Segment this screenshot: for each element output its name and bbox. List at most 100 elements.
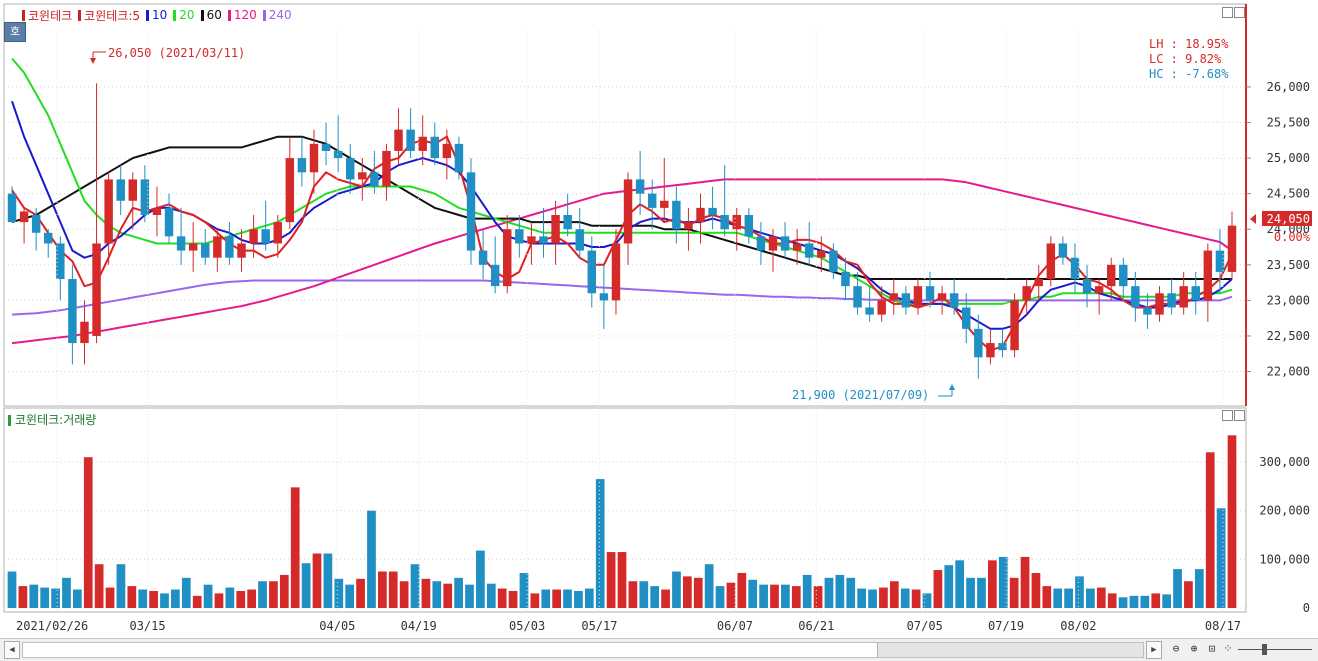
legend-swatch (146, 9, 150, 21)
candle-body (225, 236, 234, 258)
candle-body (152, 207, 162, 215)
volume-bar (83, 457, 93, 608)
zoom-in-icon[interactable]: ⊕ (1190, 642, 1198, 655)
legend-item-label[interactable]: 코윈테크:5 (84, 8, 141, 23)
candle (309, 129, 319, 194)
volume-bar (378, 571, 387, 608)
volume-bar (563, 589, 572, 608)
volume-pane-minimize-button[interactable] (1222, 410, 1233, 421)
volume-bar (748, 579, 758, 608)
volume-bar (1086, 588, 1095, 608)
legend-item-label[interactable]: 120 (233, 8, 257, 22)
candle-body (430, 136, 439, 159)
volume-bar (399, 581, 409, 608)
legend-item-label[interactable]: 240 (268, 8, 292, 22)
candle-body (1094, 286, 1104, 294)
candle (333, 115, 343, 173)
candle (1034, 264, 1043, 301)
zoom-slider-knob[interactable] (1262, 644, 1267, 655)
candle (152, 186, 162, 237)
candle-body (720, 215, 729, 230)
candle-body (684, 222, 693, 230)
candle (587, 236, 597, 308)
candle-body (635, 179, 645, 194)
candle-body (7, 193, 17, 223)
candle (7, 186, 17, 223)
volume-bar (759, 584, 768, 608)
volume-bar (367, 510, 376, 608)
candle (768, 229, 778, 272)
volume-bar (715, 586, 725, 608)
candle-body (1119, 264, 1128, 287)
volume-bar (977, 577, 986, 608)
legend-item-label[interactable]: 10 (152, 8, 168, 22)
chart-settings-icon[interactable]: ⁘ (1223, 642, 1233, 655)
volume-bar (988, 560, 997, 608)
candle (563, 193, 572, 237)
candle (937, 286, 947, 315)
candle-body (587, 250, 597, 294)
candle-body (1143, 307, 1152, 315)
candle-body (925, 286, 935, 301)
volume-bar (552, 589, 561, 608)
current-price-label: 24,050 (1267, 212, 1310, 226)
volume-bar (955, 560, 965, 608)
scrollbar-thumb[interactable] (877, 643, 1143, 657)
legend-item-label[interactable]: 코윈테크 (28, 8, 73, 23)
volume-bar (1009, 577, 1019, 608)
legend-item-label[interactable]: 60 (206, 8, 222, 22)
candle (635, 150, 645, 215)
volume-bar (574, 590, 583, 608)
candle-body (1179, 286, 1188, 308)
candle (1082, 264, 1092, 308)
volume-bar (454, 577, 463, 608)
candle-body (527, 236, 536, 244)
reset-zoom-icon[interactable]: ⊡ (1208, 642, 1216, 655)
volume-bar (944, 565, 954, 608)
candle-body (213, 236, 222, 258)
candle (237, 229, 246, 272)
candle (116, 165, 125, 215)
candle-body (1082, 279, 1092, 294)
volume-bar (421, 578, 431, 608)
candle-body (974, 328, 983, 358)
candle-body (1010, 300, 1019, 351)
candle (430, 122, 439, 166)
candle (647, 179, 657, 230)
candle (599, 264, 609, 329)
mode-button[interactable]: 호 (4, 22, 26, 42)
candle (164, 193, 174, 244)
candle-body (454, 143, 464, 173)
scroll-left-button[interactable]: ◀ (4, 641, 20, 659)
candle-body (913, 286, 923, 308)
volume-bar (116, 564, 126, 608)
volume-bar (966, 577, 975, 608)
zoom-out-icon[interactable]: ⊖ (1172, 642, 1180, 655)
volume-bar (704, 564, 714, 608)
candle-body (551, 215, 560, 244)
candle-body (623, 179, 633, 244)
price-tick-label: 23,000 (1267, 293, 1310, 307)
candle (321, 122, 331, 166)
candle-body (490, 264, 500, 287)
candle (974, 314, 983, 379)
candle (720, 165, 729, 237)
price-pane-minimize-button[interactable] (1222, 7, 1233, 18)
candle (829, 243, 838, 280)
price-pane-maximize-button[interactable] (1234, 7, 1245, 18)
volume-bar (606, 552, 616, 608)
volume-bar (138, 589, 148, 608)
candle-body (792, 243, 802, 251)
candle (1143, 293, 1152, 329)
chart-canvas: 26,00025,50025,00024,50024,00023,50023,0… (3, 3, 1312, 633)
scroll-right-button[interactable]: ▶ (1146, 641, 1162, 659)
candle (478, 229, 488, 280)
volume-bar (628, 581, 638, 608)
legend-item-label[interactable]: 20 (179, 8, 195, 22)
candle-body (503, 229, 512, 287)
candle-body (478, 250, 488, 265)
zoom-slider[interactable] (1238, 641, 1312, 657)
volume-pane-maximize-button[interactable] (1234, 410, 1245, 421)
volume-bar (737, 572, 747, 608)
horizontal-scrollbar[interactable] (22, 642, 1144, 658)
